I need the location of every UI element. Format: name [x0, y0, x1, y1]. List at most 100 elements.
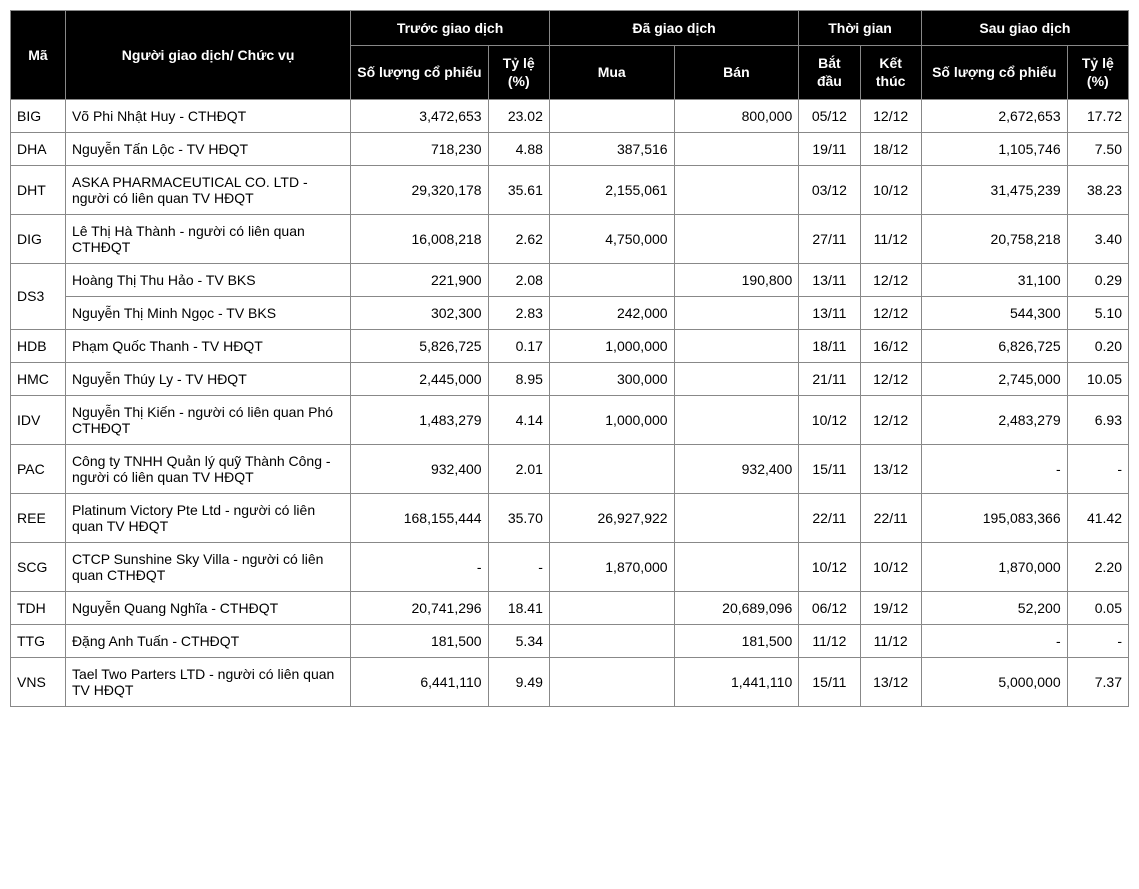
cell-before_pct: 2.01: [488, 444, 549, 493]
cell-trader: Lê Thị Hà Thành - người có liên quan CTH…: [65, 214, 350, 263]
cell-sell: 1,441,110: [674, 657, 799, 706]
cell-before_qty: 20,741,296: [351, 591, 488, 624]
cell-after_pct: 7.37: [1067, 657, 1128, 706]
cell-before_qty: 2,445,000: [351, 362, 488, 395]
table-row: TTGĐặng Anh Tuấn - CTHĐQT181,5005.34181,…: [11, 624, 1129, 657]
cell-end: 16/12: [860, 329, 921, 362]
cell-before_qty: 181,500: [351, 624, 488, 657]
cell-before_qty: -: [351, 542, 488, 591]
cell-end: 10/12: [860, 542, 921, 591]
cell-after_qty: 31,100: [921, 263, 1067, 296]
cell-sell: 181,500: [674, 624, 799, 657]
cell-after_qty: 2,672,653: [921, 99, 1067, 132]
cell-sell: [674, 214, 799, 263]
cell-ma: DHA: [11, 132, 66, 165]
cell-sell: [674, 542, 799, 591]
table-row: DIGLê Thị Hà Thành - người có liên quan …: [11, 214, 1129, 263]
cell-ma: DIG: [11, 214, 66, 263]
cell-trader: Nguyễn Tấn Lộc - TV HĐQT: [65, 132, 350, 165]
cell-start: 13/11: [799, 263, 860, 296]
cell-end: 10/12: [860, 165, 921, 214]
col-header-buy: Mua: [549, 46, 674, 99]
cell-ma: DHT: [11, 165, 66, 214]
cell-before_pct: 2.83: [488, 296, 549, 329]
cell-after_qty: 20,758,218: [921, 214, 1067, 263]
cell-end: 18/12: [860, 132, 921, 165]
cell-after_pct: 3.40: [1067, 214, 1128, 263]
cell-ma: SCG: [11, 542, 66, 591]
cell-end: 12/12: [860, 362, 921, 395]
cell-buy: [549, 591, 674, 624]
cell-ma: HDB: [11, 329, 66, 362]
cell-start: 11/12: [799, 624, 860, 657]
cell-sell: 800,000: [674, 99, 799, 132]
col-group-time: Thời gian: [799, 11, 922, 46]
cell-ma: VNS: [11, 657, 66, 706]
table-row: DHANguyễn Tấn Lộc - TV HĐQT718,2304.8838…: [11, 132, 1129, 165]
col-header-start: Bắt đầu: [799, 46, 860, 99]
table-row: TDHNguyễn Quang Nghĩa - CTHĐQT20,741,296…: [11, 591, 1129, 624]
cell-buy: 4,750,000: [549, 214, 674, 263]
transactions-table: Mã Người giao dịch/ Chức vụ Trước giao d…: [10, 10, 1129, 707]
col-header-after-qty: Số lượng cổ phiếu: [921, 46, 1067, 99]
cell-trader: ASKA PHARMACEUTICAL CO. LTD - người có l…: [65, 165, 350, 214]
cell-sell: [674, 132, 799, 165]
table-row: DHTASKA PHARMACEUTICAL CO. LTD - người c…: [11, 165, 1129, 214]
cell-before_pct: 8.95: [488, 362, 549, 395]
cell-after_qty: 1,105,746: [921, 132, 1067, 165]
cell-end: 13/12: [860, 444, 921, 493]
cell-sell: [674, 165, 799, 214]
cell-after_qty: 6,826,725: [921, 329, 1067, 362]
cell-start: 18/11: [799, 329, 860, 362]
cell-before_qty: 1,483,279: [351, 395, 488, 444]
cell-sell: 932,400: [674, 444, 799, 493]
cell-before_qty: 302,300: [351, 296, 488, 329]
cell-end: 11/12: [860, 214, 921, 263]
table-header: Mã Người giao dịch/ Chức vụ Trước giao d…: [11, 11, 1129, 100]
cell-before_pct: 23.02: [488, 99, 549, 132]
col-header-before-qty: Số lượng cổ phiếu: [351, 46, 488, 99]
cell-trader: Nguyễn Thị Kiến - người có liên quan Phó…: [65, 395, 350, 444]
cell-ma: BIG: [11, 99, 66, 132]
col-header-sell: Bán: [674, 46, 799, 99]
cell-buy: 1,000,000: [549, 329, 674, 362]
cell-start: 15/11: [799, 657, 860, 706]
cell-before_pct: 4.88: [488, 132, 549, 165]
cell-trader: Công ty TNHH Quản lý quỹ Thành Công - ng…: [65, 444, 350, 493]
cell-before_pct: 9.49: [488, 657, 549, 706]
cell-before_qty: 221,900: [351, 263, 488, 296]
cell-sell: [674, 296, 799, 329]
cell-after_pct: -: [1067, 624, 1128, 657]
cell-before_qty: 16,008,218: [351, 214, 488, 263]
cell-end: 12/12: [860, 395, 921, 444]
cell-before_qty: 168,155,444: [351, 493, 488, 542]
cell-buy: [549, 444, 674, 493]
cell-start: 15/11: [799, 444, 860, 493]
col-header-after-pct: Tỷ lệ (%): [1067, 46, 1128, 99]
cell-start: 10/12: [799, 395, 860, 444]
cell-sell: [674, 329, 799, 362]
cell-after_pct: 2.20: [1067, 542, 1128, 591]
cell-after_qty: -: [921, 444, 1067, 493]
cell-trader: Đặng Anh Tuấn - CTHĐQT: [65, 624, 350, 657]
cell-trader: Phạm Quốc Thanh - TV HĐQT: [65, 329, 350, 362]
cell-after_qty: 1,870,000: [921, 542, 1067, 591]
cell-trader: Platinum Victory Pte Ltd - người có liên…: [65, 493, 350, 542]
cell-buy: 242,000: [549, 296, 674, 329]
cell-after_pct: 17.72: [1067, 99, 1128, 132]
cell-before_qty: 932,400: [351, 444, 488, 493]
cell-before_pct: 4.14: [488, 395, 549, 444]
cell-end: 11/12: [860, 624, 921, 657]
cell-after_pct: 0.29: [1067, 263, 1128, 296]
cell-after_qty: 31,475,239: [921, 165, 1067, 214]
cell-trader: Nguyễn Quang Nghĩa - CTHĐQT: [65, 591, 350, 624]
table-row: PACCông ty TNHH Quản lý quỹ Thành Công -…: [11, 444, 1129, 493]
table-body: BIGVõ Phi Nhật Huy - CTHĐQT3,472,65323.0…: [11, 99, 1129, 706]
cell-after_qty: 2,745,000: [921, 362, 1067, 395]
cell-ma: DS3: [11, 263, 66, 329]
col-group-before: Trước giao dịch: [351, 11, 550, 46]
cell-end: 13/12: [860, 657, 921, 706]
cell-after_pct: 6.93: [1067, 395, 1128, 444]
cell-trader: CTCP Sunshine Sky Villa - người có liên …: [65, 542, 350, 591]
col-group-traded: Đã giao dịch: [549, 11, 798, 46]
